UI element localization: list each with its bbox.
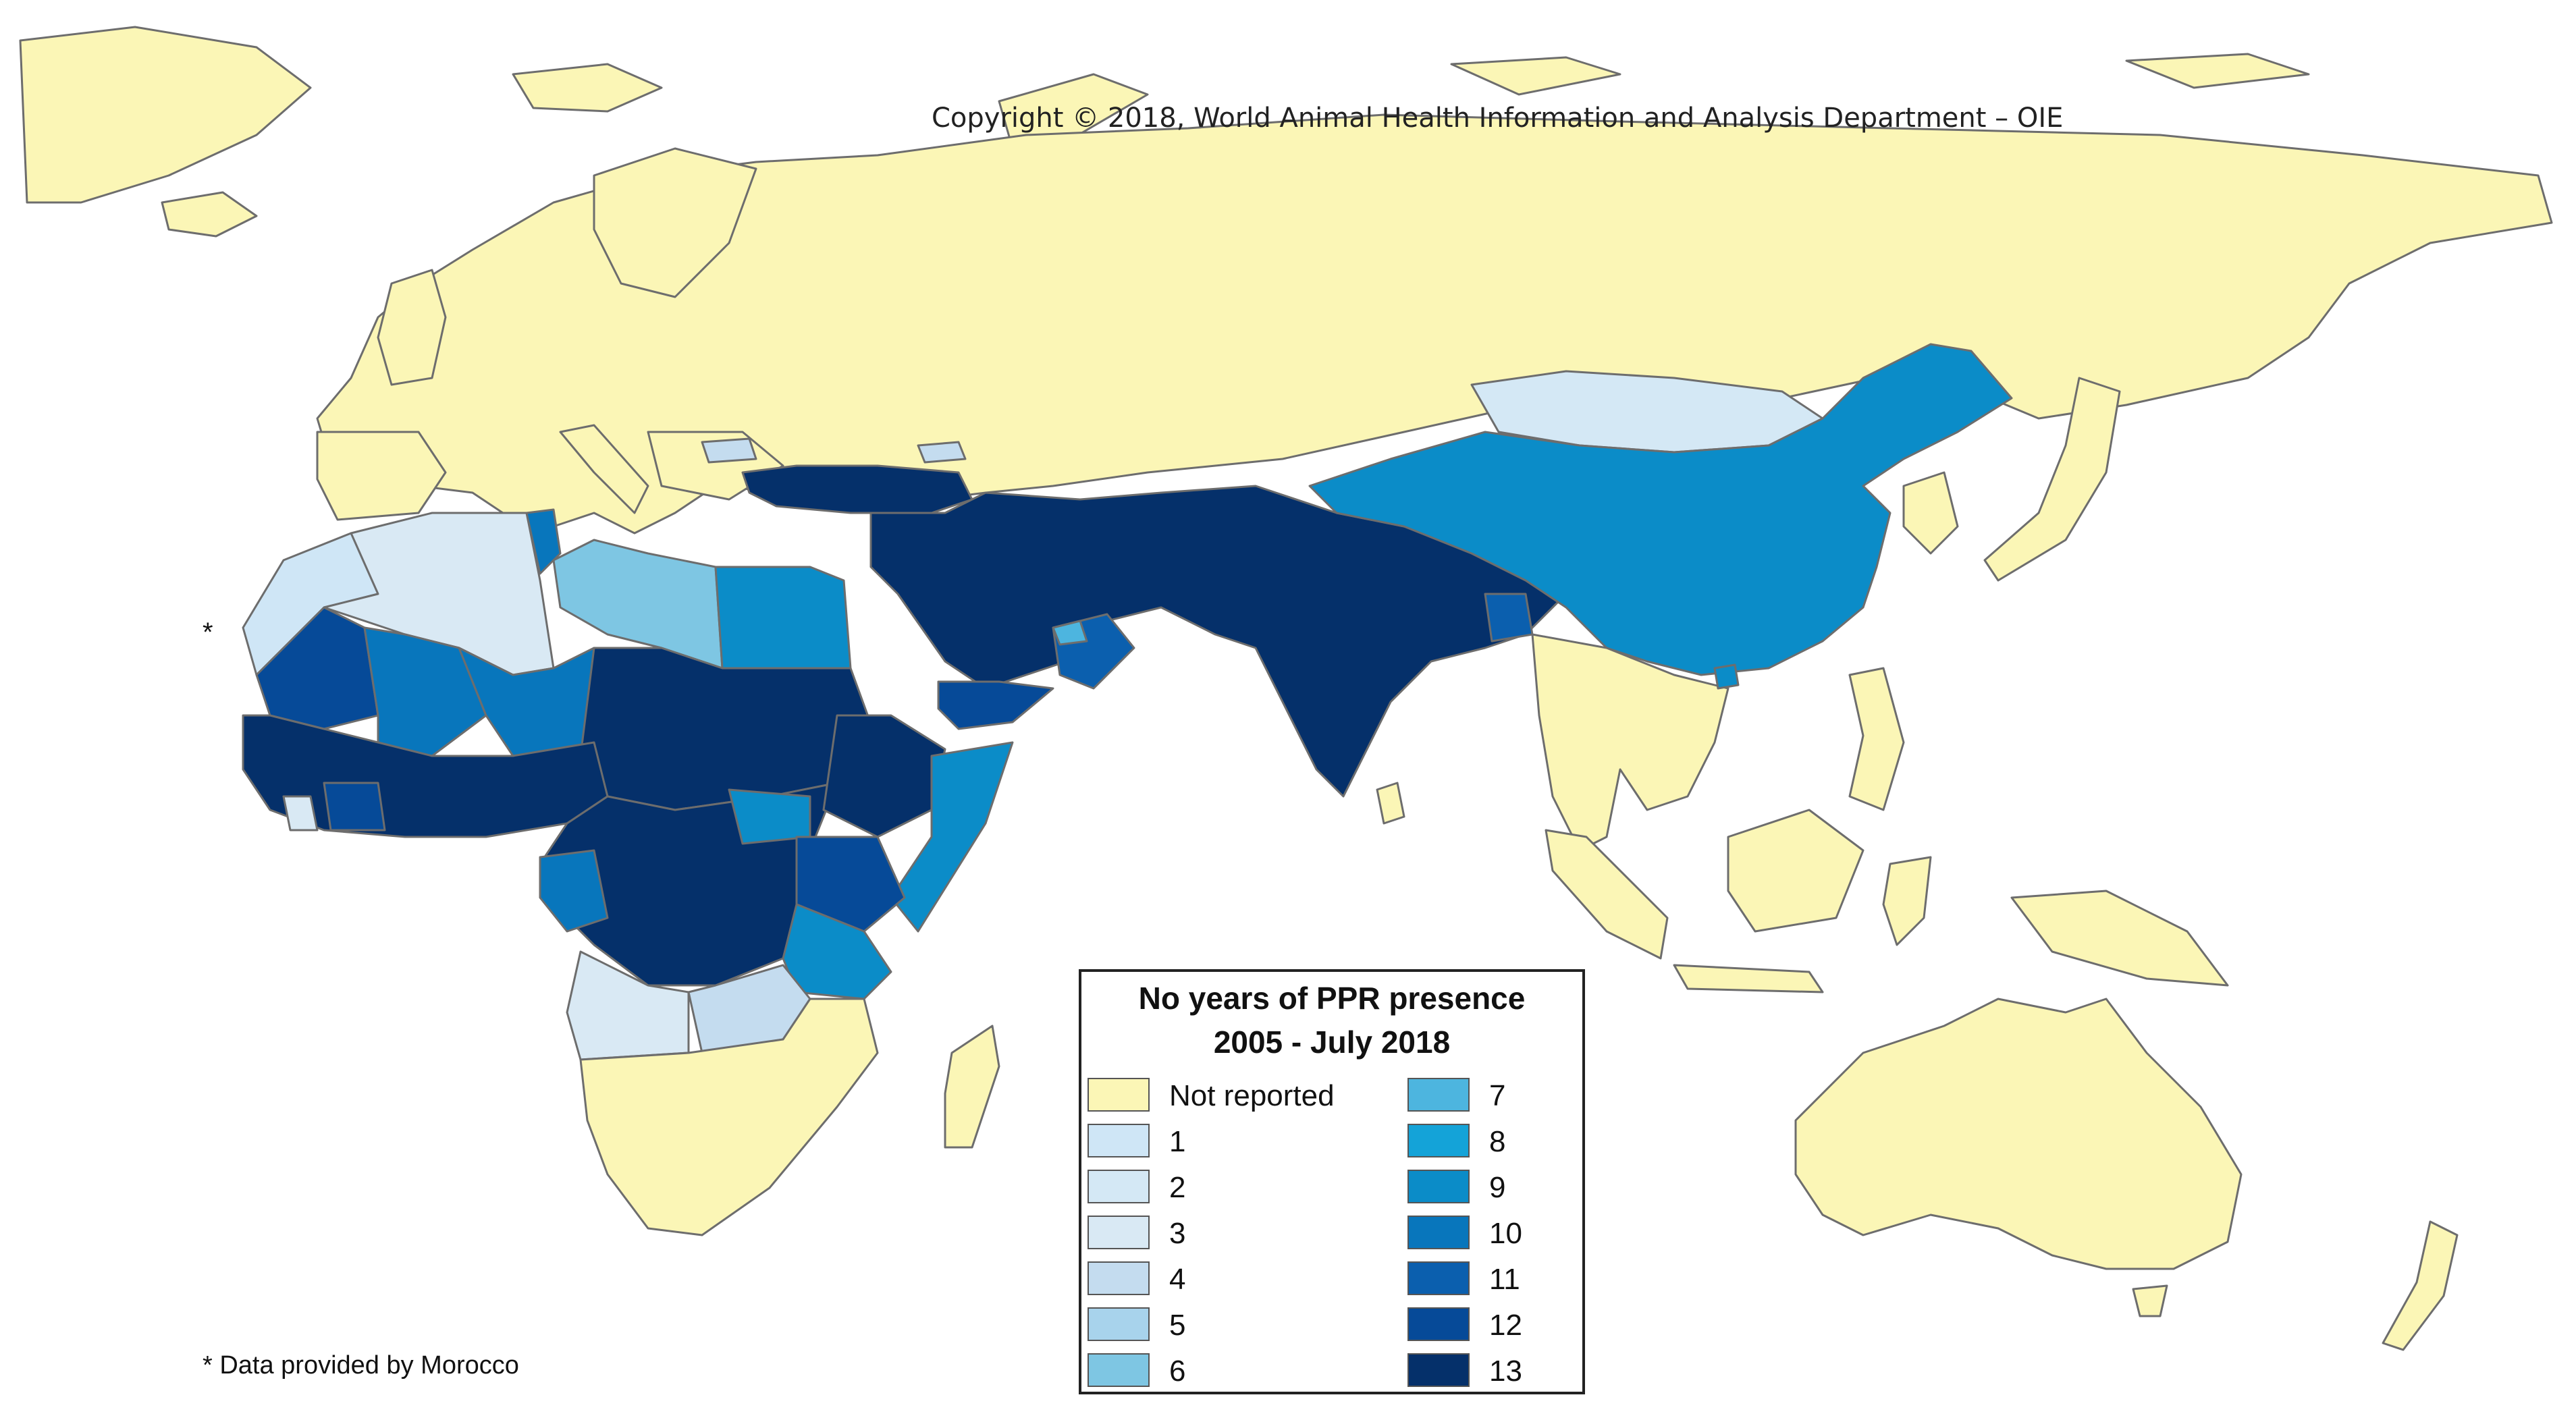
great-britain: [377, 269, 447, 386]
scandinavia: [593, 147, 757, 298]
legend-label: 5: [1169, 1309, 1185, 1342]
legend-swatch: [1088, 1170, 1150, 1203]
southeast-asia: [1531, 633, 1729, 852]
legend-box: [1079, 969, 1585, 1394]
japan: [1983, 377, 2121, 582]
mali: [363, 626, 487, 757]
sierra-leone: [282, 795, 319, 831]
legend-swatch: [1088, 1124, 1150, 1157]
sulawesi: [1882, 856, 1932, 946]
legend-swatch: [1407, 1216, 1470, 1249]
bangladesh: [1484, 593, 1534, 643]
legend-swatch: [1088, 1307, 1150, 1341]
italy: [559, 424, 649, 514]
java: [1673, 964, 1824, 993]
legend-swatch: [1407, 1307, 1470, 1341]
yemen: [937, 680, 1054, 730]
madagascar: [944, 1025, 1000, 1149]
somalia: [890, 741, 1014, 933]
kenya-uganda: [795, 836, 906, 933]
morocco-asterisk: *: [203, 618, 213, 647]
legend-swatch: [1407, 1353, 1470, 1387]
legend-swatch: [1088, 1261, 1150, 1295]
arctic-islands-east: [1450, 56, 1621, 96]
middle-east-south-asia: [869, 485, 1567, 798]
greenland: [19, 26, 312, 204]
bulgaria: [701, 437, 757, 464]
legend-label: 6: [1169, 1355, 1185, 1388]
cote-divoire: [323, 782, 386, 831]
legend-label: 11: [1489, 1263, 1520, 1296]
egypt: [714, 566, 852, 670]
footnote-text: * Data provided by Morocco: [203, 1351, 519, 1380]
legend-swatch: [1407, 1124, 1470, 1157]
arctic-islands-far-east: [2125, 53, 2310, 89]
legend: No years of PPR presence 2005 - July 201…: [1079, 969, 1585, 1394]
legend-swatch: [1407, 1261, 1470, 1295]
iceland: [161, 191, 258, 238]
cameroon-gabon: [539, 849, 609, 933]
legend-label: 7: [1489, 1079, 1505, 1112]
southern-africa: [579, 998, 879, 1236]
legend-label: 3: [1169, 1217, 1185, 1250]
legend-swatch: [1088, 1216, 1150, 1249]
legend-label: 4: [1169, 1263, 1185, 1296]
georgia: [917, 441, 967, 464]
uae: [1052, 620, 1088, 646]
australia: [1794, 998, 2243, 1270]
legend-swatch: [1088, 1353, 1150, 1387]
copyright-text: Copyright © 2018, World Animal Health In…: [932, 103, 2063, 134]
legend-label: 12: [1489, 1309, 1522, 1342]
sumatra: [1545, 829, 1669, 960]
legend-swatch: [1407, 1078, 1470, 1112]
legend-label: 10: [1489, 1217, 1522, 1250]
legend-label: Not reported: [1169, 1079, 1335, 1112]
legend-label: 13: [1489, 1355, 1522, 1388]
ethiopia: [822, 714, 946, 838]
borneo: [1727, 809, 1864, 933]
turkey: [741, 464, 973, 514]
new-zealand: [2382, 1220, 2459, 1351]
legend-label: 2: [1169, 1171, 1185, 1204]
new-guinea: [2010, 890, 2229, 987]
legend-title-line2: 2005 - July 2018: [1214, 1025, 1450, 1060]
legend-label: 8: [1489, 1125, 1505, 1158]
legend-label: 1: [1169, 1125, 1185, 1158]
vietnam-hainan: [1713, 663, 1740, 690]
legend-title-line1: No years of PPR presence: [1139, 981, 1526, 1016]
tasmania: [2132, 1284, 2168, 1317]
south-sudan: [728, 788, 811, 845]
iberia: [316, 431, 447, 521]
sri-lanka: [1376, 782, 1405, 825]
china: [1308, 343, 2013, 676]
legend-label: 9: [1489, 1171, 1505, 1204]
svalbard: [512, 63, 663, 113]
legend-swatch: [1088, 1078, 1150, 1112]
tunisia: [525, 508, 562, 575]
legend-swatch: [1407, 1170, 1470, 1203]
korea: [1902, 471, 1959, 555]
philippines: [1848, 667, 1905, 811]
